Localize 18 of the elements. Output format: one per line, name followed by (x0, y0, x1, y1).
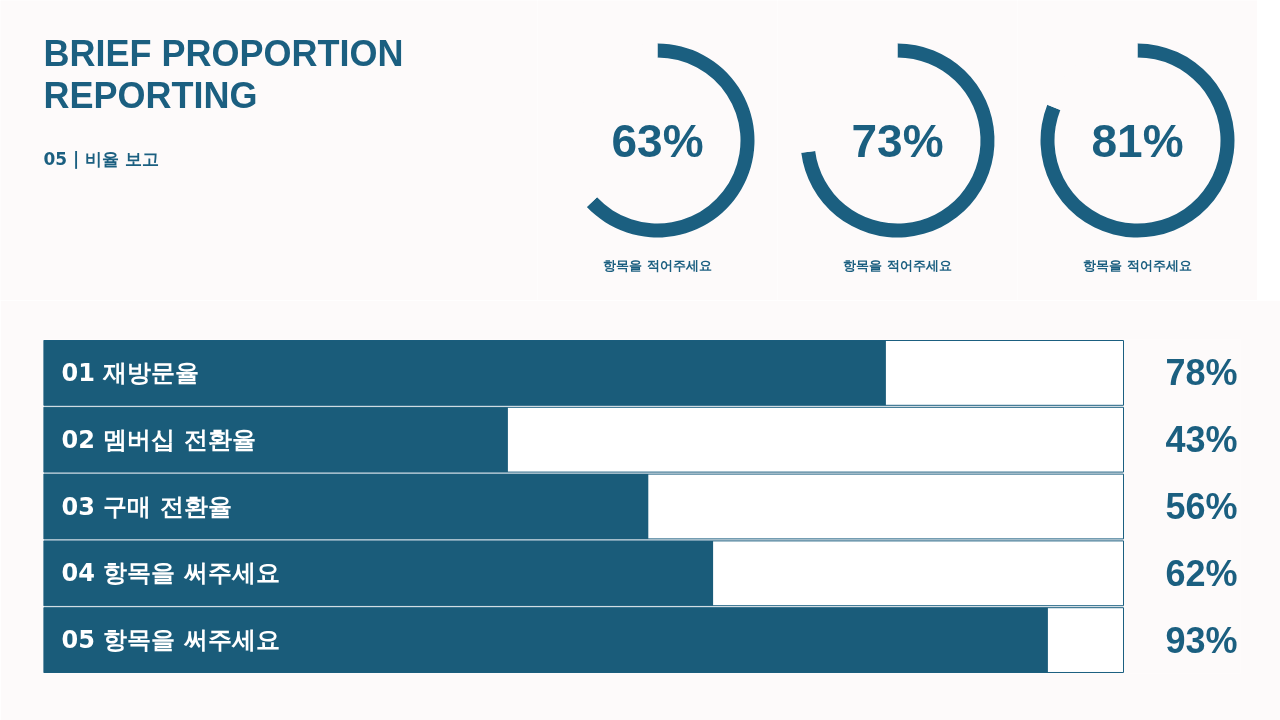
category-label: 04 항목을 써주세요 (61, 559, 280, 588)
chart-title: BRIEF PROPORTION REPORTING (43, 32, 404, 116)
slice-label: 항목을 적어주세요 (1083, 258, 1192, 273)
text: 81% (1091, 114, 1184, 167)
chart-subtitle: 05 | 비율 보고 (43, 148, 160, 169)
category-label: 03 구매 전환율 (61, 492, 232, 521)
data-label: 56% (1165, 486, 1238, 527)
slice-label: 항목을 적어주세요 (843, 258, 952, 273)
data-label: 43% (1165, 419, 1238, 461)
data-label: 62% (1165, 552, 1238, 594)
data-label: 93% (1165, 619, 1238, 661)
category-label: 02 멤버십 전환율 (61, 425, 256, 454)
slice-label: 항목을 적어주세요 (603, 258, 712, 273)
category-label: 01 재방문율 (61, 358, 200, 387)
text: 63% (611, 114, 704, 167)
data-label: 78% (1165, 352, 1238, 394)
category-label: 05 항목을 써주세요 (61, 626, 280, 655)
text: 73% (851, 114, 944, 167)
